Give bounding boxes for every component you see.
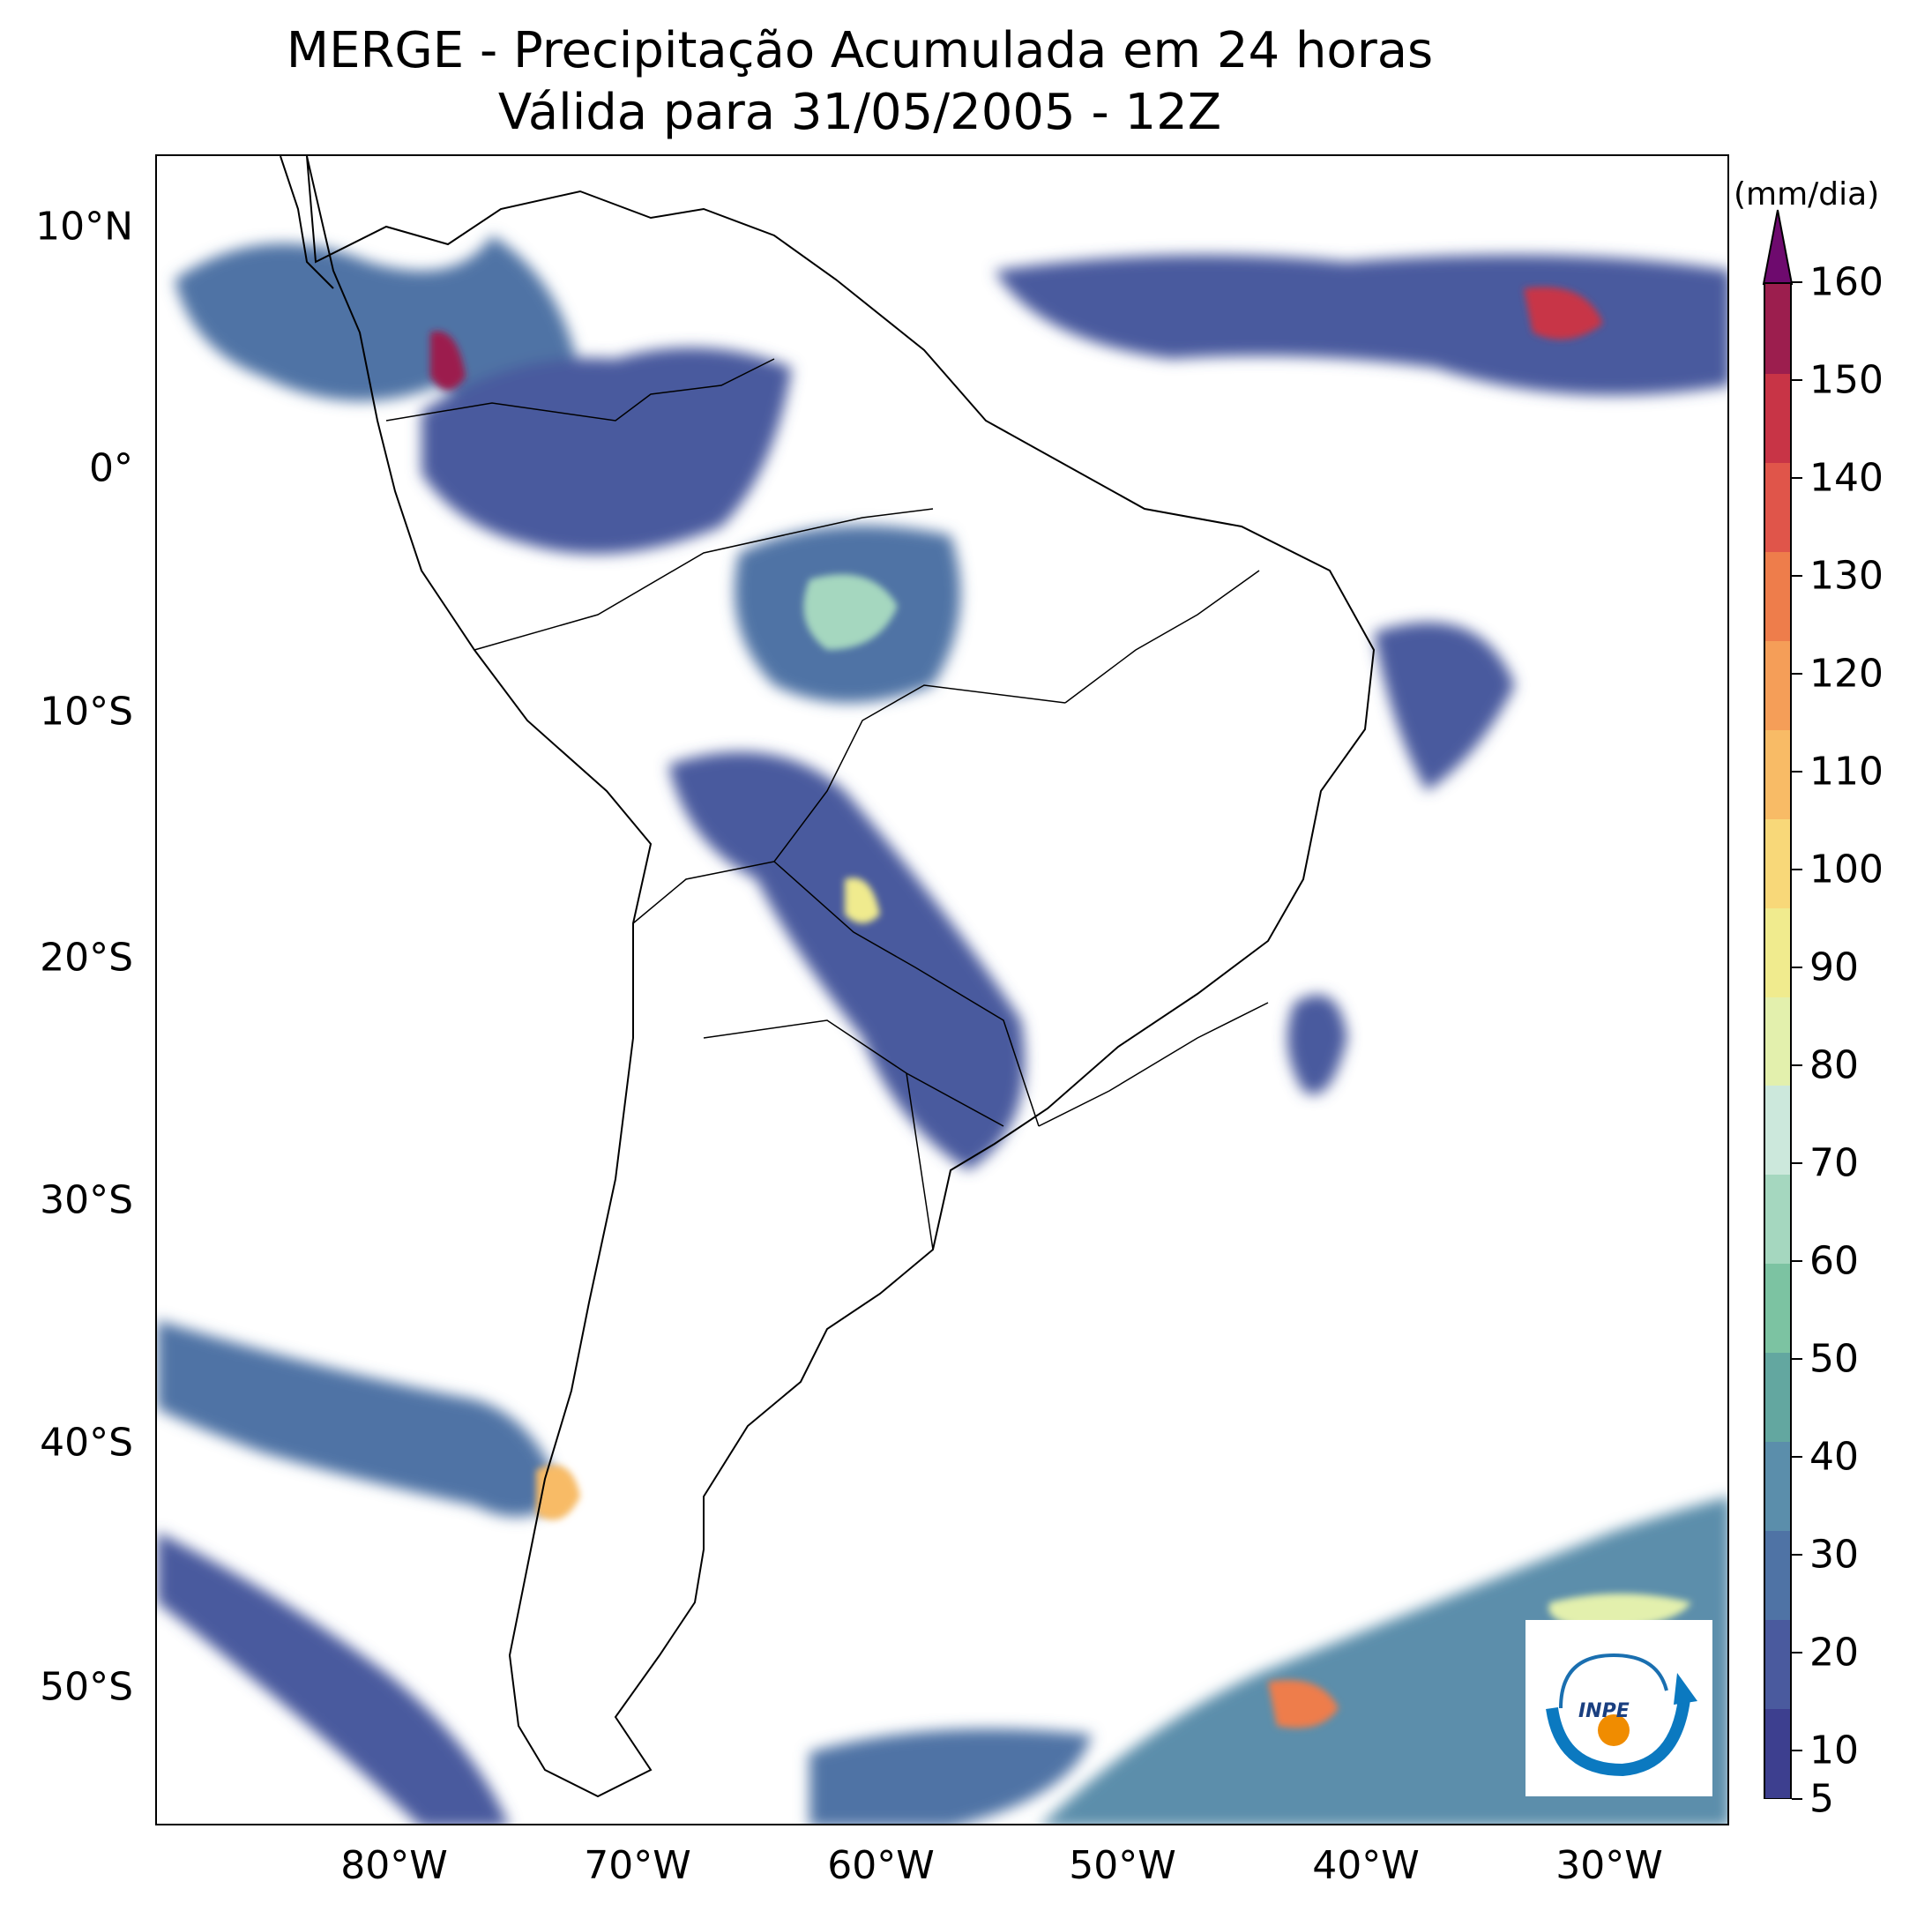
colorbar-tick-mark	[1792, 672, 1802, 675]
colorbar-segment	[1765, 1619, 1790, 1710]
country-borders	[385, 358, 1269, 1250]
colorbar-tick-mark	[1792, 574, 1802, 577]
lon-label-50w: 50°W	[1069, 1843, 1176, 1888]
rain-area-atlantic-north	[995, 255, 1727, 396]
colorbar-tick-label: 40	[1809, 1434, 1859, 1480]
rain-core-colombia	[430, 331, 466, 390]
rain-core-bolivia	[845, 877, 880, 923]
colorbar-tick-mark	[1792, 378, 1802, 381]
colorbar	[1764, 282, 1792, 1799]
colorbar-unit: (mm/dia)	[1734, 176, 1880, 213]
colorbar-tick-label: 140	[1809, 455, 1884, 501]
colorbar-tick-mark	[1792, 868, 1802, 870]
colorbar-tick-mark	[1792, 1798, 1802, 1800]
rain-area-se-coast	[1287, 995, 1347, 1094]
map-title-line1: MERGE - Precipitação Acumulada em 24 hor…	[286, 22, 1434, 79]
rain-core-northeast	[1524, 287, 1603, 340]
rain-core-amazon	[803, 574, 898, 650]
colorbar-tick-label: 10	[1809, 1728, 1859, 1773]
rain-area-south-pacific	[157, 1320, 563, 1517]
colorbar-tick-mark	[1792, 1749, 1802, 1751]
colorbar-tick-label: 50	[1809, 1336, 1859, 1382]
colorbar-segment	[1765, 1708, 1790, 1798]
colorbar-segment	[1765, 1263, 1790, 1354]
inpe-logo-icon: INPE	[1546, 1653, 1697, 1777]
colorbar-segment	[1765, 1174, 1790, 1265]
colorbar-segment	[1765, 1085, 1790, 1176]
lat-label-40s: 40°S	[40, 1420, 133, 1466]
colorbar-tick-label: 5	[1809, 1776, 1834, 1822]
colorbar-segment	[1765, 461, 1790, 552]
colorbar-tick-mark	[1792, 1064, 1802, 1066]
colorbar-segment	[1765, 907, 1790, 997]
colorbar-segment	[1765, 1530, 1790, 1621]
colorbar-segment	[1765, 550, 1790, 641]
lat-label-10s: 10°S	[40, 689, 133, 735]
colorbar-tick-label: 110	[1809, 749, 1884, 795]
colorbar-segment	[1765, 728, 1790, 819]
colorbar-tick-label: 80	[1809, 1042, 1859, 1088]
lon-label-70w: 70°W	[584, 1843, 691, 1888]
colorbar-segment	[1765, 817, 1790, 908]
colorbar-tick-mark	[1792, 1553, 1802, 1556]
colorbar-tick-label: 160	[1809, 259, 1884, 305]
colorbar-tick-label: 30	[1809, 1532, 1859, 1578]
colorbar-tick-mark	[1792, 770, 1802, 773]
lon-label-80w: 80°W	[340, 1843, 448, 1888]
south-america-coastline	[306, 156, 1376, 1798]
rain-area-ne-coast	[1374, 622, 1515, 791]
lat-label-0: 0°	[89, 445, 133, 491]
colorbar-tick-mark	[1792, 281, 1802, 283]
rain-core-atlantic2	[1268, 1680, 1339, 1728]
colorbar-tick-mark	[1792, 1455, 1802, 1458]
colorbar-segment	[1765, 372, 1790, 463]
rain-area-northwest	[175, 235, 580, 401]
rain-area-bolivia-paraguay	[668, 751, 1025, 1170]
colorbar-tick-label: 20	[1809, 1630, 1859, 1676]
rain-core-patagonia	[536, 1465, 580, 1520]
colorbar-tick-label: 70	[1809, 1140, 1859, 1186]
inpe-logo: INPE	[1525, 1620, 1712, 1796]
central-america-coast	[280, 156, 334, 289]
colorbar-tick-mark	[1792, 1259, 1802, 1262]
colorbar-tick-mark	[1792, 1161, 1802, 1164]
colorbar-segment	[1765, 639, 1790, 730]
precipitation-map	[157, 156, 1727, 1824]
colorbar-tick-label: 60	[1809, 1238, 1859, 1284]
colorbar-segment	[1765, 1352, 1790, 1443]
rain-area-southwest-bands	[157, 1532, 509, 1824]
precipitation-field	[157, 235, 1727, 1824]
colorbar-tick-label: 100	[1809, 847, 1884, 892]
colorbar-tick-label: 90	[1809, 944, 1859, 990]
lat-label-20s: 20°S	[40, 935, 133, 981]
colorbar-tick-label: 130	[1809, 553, 1884, 599]
rain-area-amazon-north	[421, 347, 792, 555]
colorbar-tick-mark	[1792, 966, 1802, 968]
lat-label-50s: 50°S	[40, 1664, 133, 1710]
colorbar-tick-label: 120	[1809, 651, 1884, 697]
colorbar-tick-mark	[1792, 476, 1802, 479]
colorbar-segment	[1765, 996, 1790, 1086]
colorbar-tick-mark	[1792, 1357, 1802, 1360]
colorbar-segment	[1765, 1441, 1790, 1532]
lon-label-30w: 30°W	[1555, 1843, 1663, 1888]
lat-label-10n: 10°N	[35, 204, 133, 250]
map-panel: INPE	[155, 154, 1729, 1825]
lon-label-60w: 60°W	[827, 1843, 935, 1888]
inpe-logo-text: INPE	[1578, 1700, 1630, 1722]
lon-label-40w: 40°W	[1312, 1843, 1420, 1888]
map-title-line2: Válida para 31/05/2005 - 12Z	[497, 84, 1222, 141]
colorbar-tick-label: 150	[1809, 357, 1884, 403]
colorbar-tick-mark	[1792, 1651, 1802, 1653]
rain-area-drake-passage	[809, 1728, 1092, 1824]
colorbar-extend-arrow	[1762, 209, 1794, 285]
coastlines	[280, 156, 1376, 1798]
lat-label-30s: 30°S	[40, 1177, 133, 1223]
colorbar-segment	[1765, 284, 1790, 374]
